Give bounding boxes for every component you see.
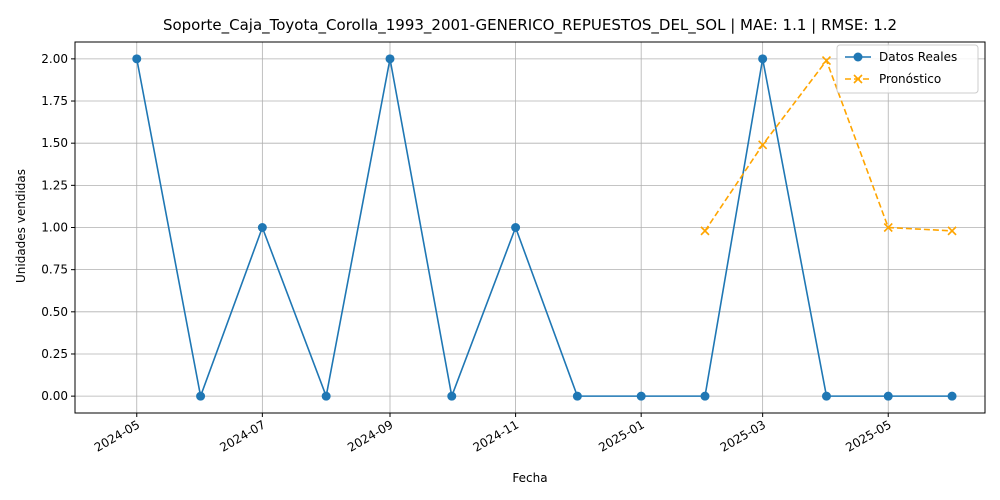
x-tick-label: 2025-01 (596, 417, 646, 454)
legend-box (836, 44, 979, 94)
data-point (636, 391, 646, 401)
series-2 (700, 55, 957, 236)
y-tick-label: 0.00 (41, 389, 68, 403)
data-point (758, 140, 768, 150)
series-group (132, 54, 957, 401)
legend-item: Pronóstico (845, 72, 941, 86)
data-point (321, 391, 331, 401)
data-point (947, 226, 957, 236)
series-1 (132, 54, 957, 401)
data-point (196, 391, 206, 401)
x-tick-label: 2024-09 (345, 417, 395, 454)
x-tick-label: 2024-07 (217, 417, 267, 454)
y-tick-label: 0.50 (41, 305, 68, 319)
data-point (883, 222, 893, 233)
x-axis-label: Fecha (512, 471, 547, 485)
grid (75, 42, 985, 413)
y-tick-label: 0.75 (41, 263, 68, 277)
legend-label: Pronóstico (879, 72, 941, 86)
x-tick-label: 2025-05 (843, 417, 893, 454)
data-point (700, 226, 710, 236)
y-axis-label: Unidades vendidas (14, 169, 28, 283)
y-tick-label: 2.00 (41, 52, 68, 66)
data-point (758, 54, 768, 64)
legend-label: Datos Reales (879, 50, 957, 64)
chart-title: Soporte_Caja_Toyota_Corolla_1993_2001-GE… (163, 16, 897, 35)
data-point (132, 54, 142, 64)
y-tick-label: 1.50 (41, 136, 68, 150)
data-point (821, 391, 831, 401)
legend-item: Datos Reales (845, 50, 957, 64)
y-tick-label: 0.25 (41, 347, 68, 361)
data-point (700, 391, 710, 401)
legend-marker (853, 52, 863, 62)
data-point (447, 391, 457, 401)
legend-marker (853, 74, 863, 84)
y-tick-label: 1.75 (41, 94, 68, 108)
y-tick-label: 1.00 (41, 221, 68, 235)
data-point (511, 223, 521, 232)
data-point (821, 55, 832, 66)
data-point (385, 54, 395, 64)
y-axis: 0.00 0.25 0.50 0.75 1.00 1.25 1.50 1.75 2.00 (41, 52, 75, 403)
y-tick-label: 1.25 (41, 178, 68, 192)
x-tick-label: 2024-05 (92, 417, 142, 454)
data-point (883, 391, 893, 401)
data-point (572, 391, 582, 401)
data-point (947, 391, 957, 401)
series-line (135, 58, 953, 400)
x-axis: 2024-05 2024-07 2024-09 2024-11 2025-01 2025-… (92, 413, 894, 455)
legend: Datos Reales Pronóstico (836, 44, 979, 94)
x-tick-label: 2025-03 (718, 417, 768, 454)
data-point (257, 223, 267, 232)
x-tick-label: 2024-11 (471, 417, 521, 454)
